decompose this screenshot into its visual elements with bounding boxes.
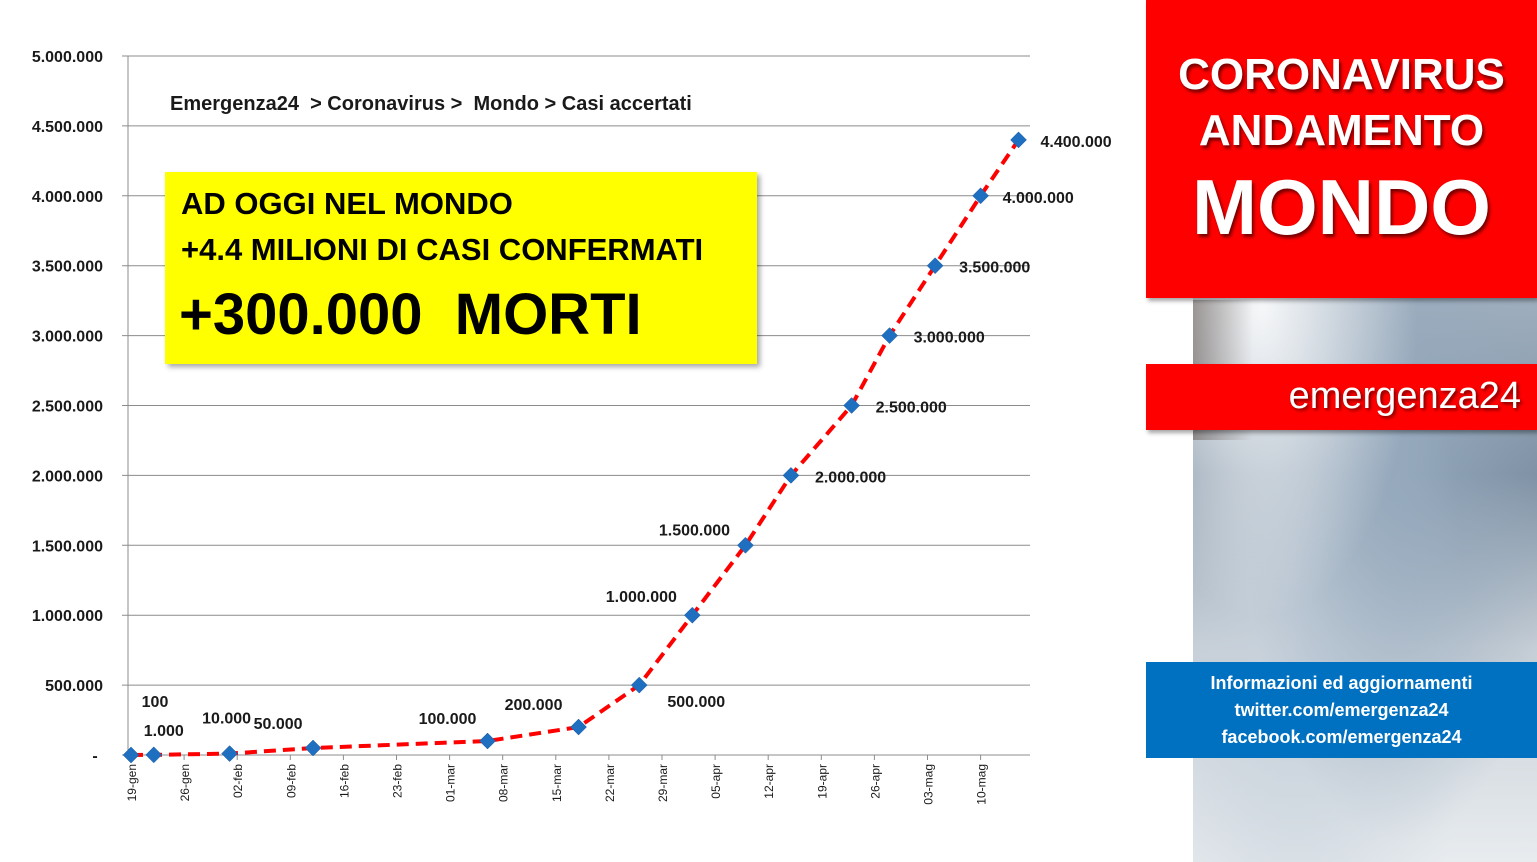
data-point-marker — [683, 606, 701, 624]
data-label: 50.000 — [254, 716, 303, 733]
x-tick-label: 09-feb — [284, 764, 298, 798]
data-point-marker — [782, 467, 800, 484]
header-line-2: ANDAMENTO — [1198, 106, 1485, 155]
x-tick-labels: 19-gen 26-gen 02-feb 09-feb 16-feb 23-feb 01-m… — [125, 764, 989, 805]
line-chart: - 500.000 1.000.000 1.500.000 2.000.000 2.500… — [32, 49, 1112, 805]
info-line-1: Informazioni ed aggiornamenti — [1210, 673, 1473, 693]
data-point-marker — [145, 746, 163, 764]
x-tick-label: 29-mar — [656, 764, 670, 802]
x-tick-label: 23-feb — [391, 764, 405, 798]
axes — [127, 56, 982, 760]
x-tick-label: 19-gen — [125, 764, 139, 801]
data-label: 500.000 — [667, 694, 725, 711]
x-tick-label: 26-apr — [868, 764, 882, 799]
data-point-marker — [570, 718, 587, 736]
data-label: 1.500.000 — [659, 522, 730, 539]
data-point-marker — [479, 732, 496, 750]
x-tick-label: 01-mar — [444, 764, 458, 802]
y-tick-label: 1.000.000 — [32, 608, 103, 625]
y-tick-label: 5.000.000 — [32, 49, 103, 66]
chart-title: Emergenza24 > Coronavirus > Mondo > Casi… — [170, 93, 692, 115]
facebook-link[interactable]: facebook.com/emergenza24 — [1221, 727, 1462, 747]
y-tick-label: 2.000.000 — [32, 468, 103, 485]
x-tick-label: 15-mar — [550, 764, 564, 802]
twitter-link[interactable]: twitter.com/emergenza24 — [1234, 700, 1449, 720]
data-label: 200.000 — [505, 697, 563, 714]
callout-deaths: +300.000 MORTI — [179, 282, 642, 347]
data-label: 100.000 — [419, 711, 477, 728]
data-label: 2.500.000 — [876, 400, 947, 417]
x-tick-label: 26-gen — [178, 764, 192, 801]
brand-name: emergenza24 — [1288, 375, 1521, 417]
data-point-marker — [881, 327, 898, 344]
data-labels: 100 1.000 10.000 50.000 100.000 200.000 500.00… — [142, 134, 1112, 740]
x-tick-label: 02-feb — [231, 764, 245, 798]
brand-banner: emergenza24 — [1146, 364, 1537, 430]
x-tick-label: 16-feb — [337, 764, 351, 798]
data-point-marker — [304, 739, 322, 757]
header-line-1: CORONAVIRUS — [1178, 50, 1505, 99]
x-tick-label: 08-mar — [497, 764, 511, 802]
data-point-marker — [737, 536, 754, 554]
data-point-marker — [972, 187, 989, 205]
x-tick-label: 10-mag — [975, 764, 989, 805]
y-tick-label: 4.000.000 — [32, 189, 103, 206]
data-point-marker — [122, 746, 140, 764]
data-label: 3.000.000 — [914, 330, 985, 347]
data-label: 4.400.000 — [1041, 134, 1112, 151]
data-label: 1.000.000 — [606, 589, 677, 606]
x-tick-label: 19-apr — [815, 764, 829, 799]
info-banner: Informazioni ed aggiornamenti twitter.co… — [1146, 662, 1537, 758]
data-label: 3.500.000 — [959, 260, 1030, 277]
x-tick-label: 12-apr — [762, 764, 776, 799]
y-tick-label: 2.500.000 — [32, 399, 103, 416]
data-label: 1.000 — [144, 723, 184, 740]
y-tick-label: 4.500.000 — [32, 119, 103, 136]
callout-line-2: +4.4 MILIONI DI CASI CONFERMATI — [181, 232, 704, 267]
callout-line-1: AD OGGI NEL MONDO — [181, 186, 513, 221]
y-tick-labels: - 500.000 1.000.000 1.500.000 2.000.000 2.500… — [32, 49, 103, 765]
y-tick-label: 3.000.000 — [32, 329, 103, 346]
data-label: 100 — [142, 694, 169, 711]
x-tick-label: 05-apr — [709, 764, 723, 799]
y-tick-label: 500.000 — [45, 678, 103, 695]
header-title: MONDO — [1192, 163, 1491, 251]
y-tick-label: 3.500.000 — [32, 259, 103, 276]
header-banner: CORONAVIRUS ANDAMENTO MONDO — [1146, 0, 1537, 298]
x-tick-label: 03-mag — [922, 764, 936, 805]
series-markers — [122, 131, 1027, 764]
x-tick-label: 22-mar — [603, 764, 617, 802]
data-point-marker — [843, 397, 860, 414]
data-label: 2.000.000 — [815, 469, 886, 486]
summary-callout: AD OGGI NEL MONDO +4.4 MILIONI DI CASI C… — [165, 172, 757, 364]
y-tick-label: - — [92, 748, 97, 765]
y-tick-label: 1.500.000 — [32, 538, 103, 555]
data-point-marker — [926, 257, 944, 275]
data-label: 4.000.000 — [1003, 190, 1074, 207]
data-label: 10.000 — [202, 711, 251, 728]
data-point-marker — [221, 745, 238, 762]
data-point-marker — [1010, 131, 1027, 149]
data-point-marker — [630, 676, 648, 694]
